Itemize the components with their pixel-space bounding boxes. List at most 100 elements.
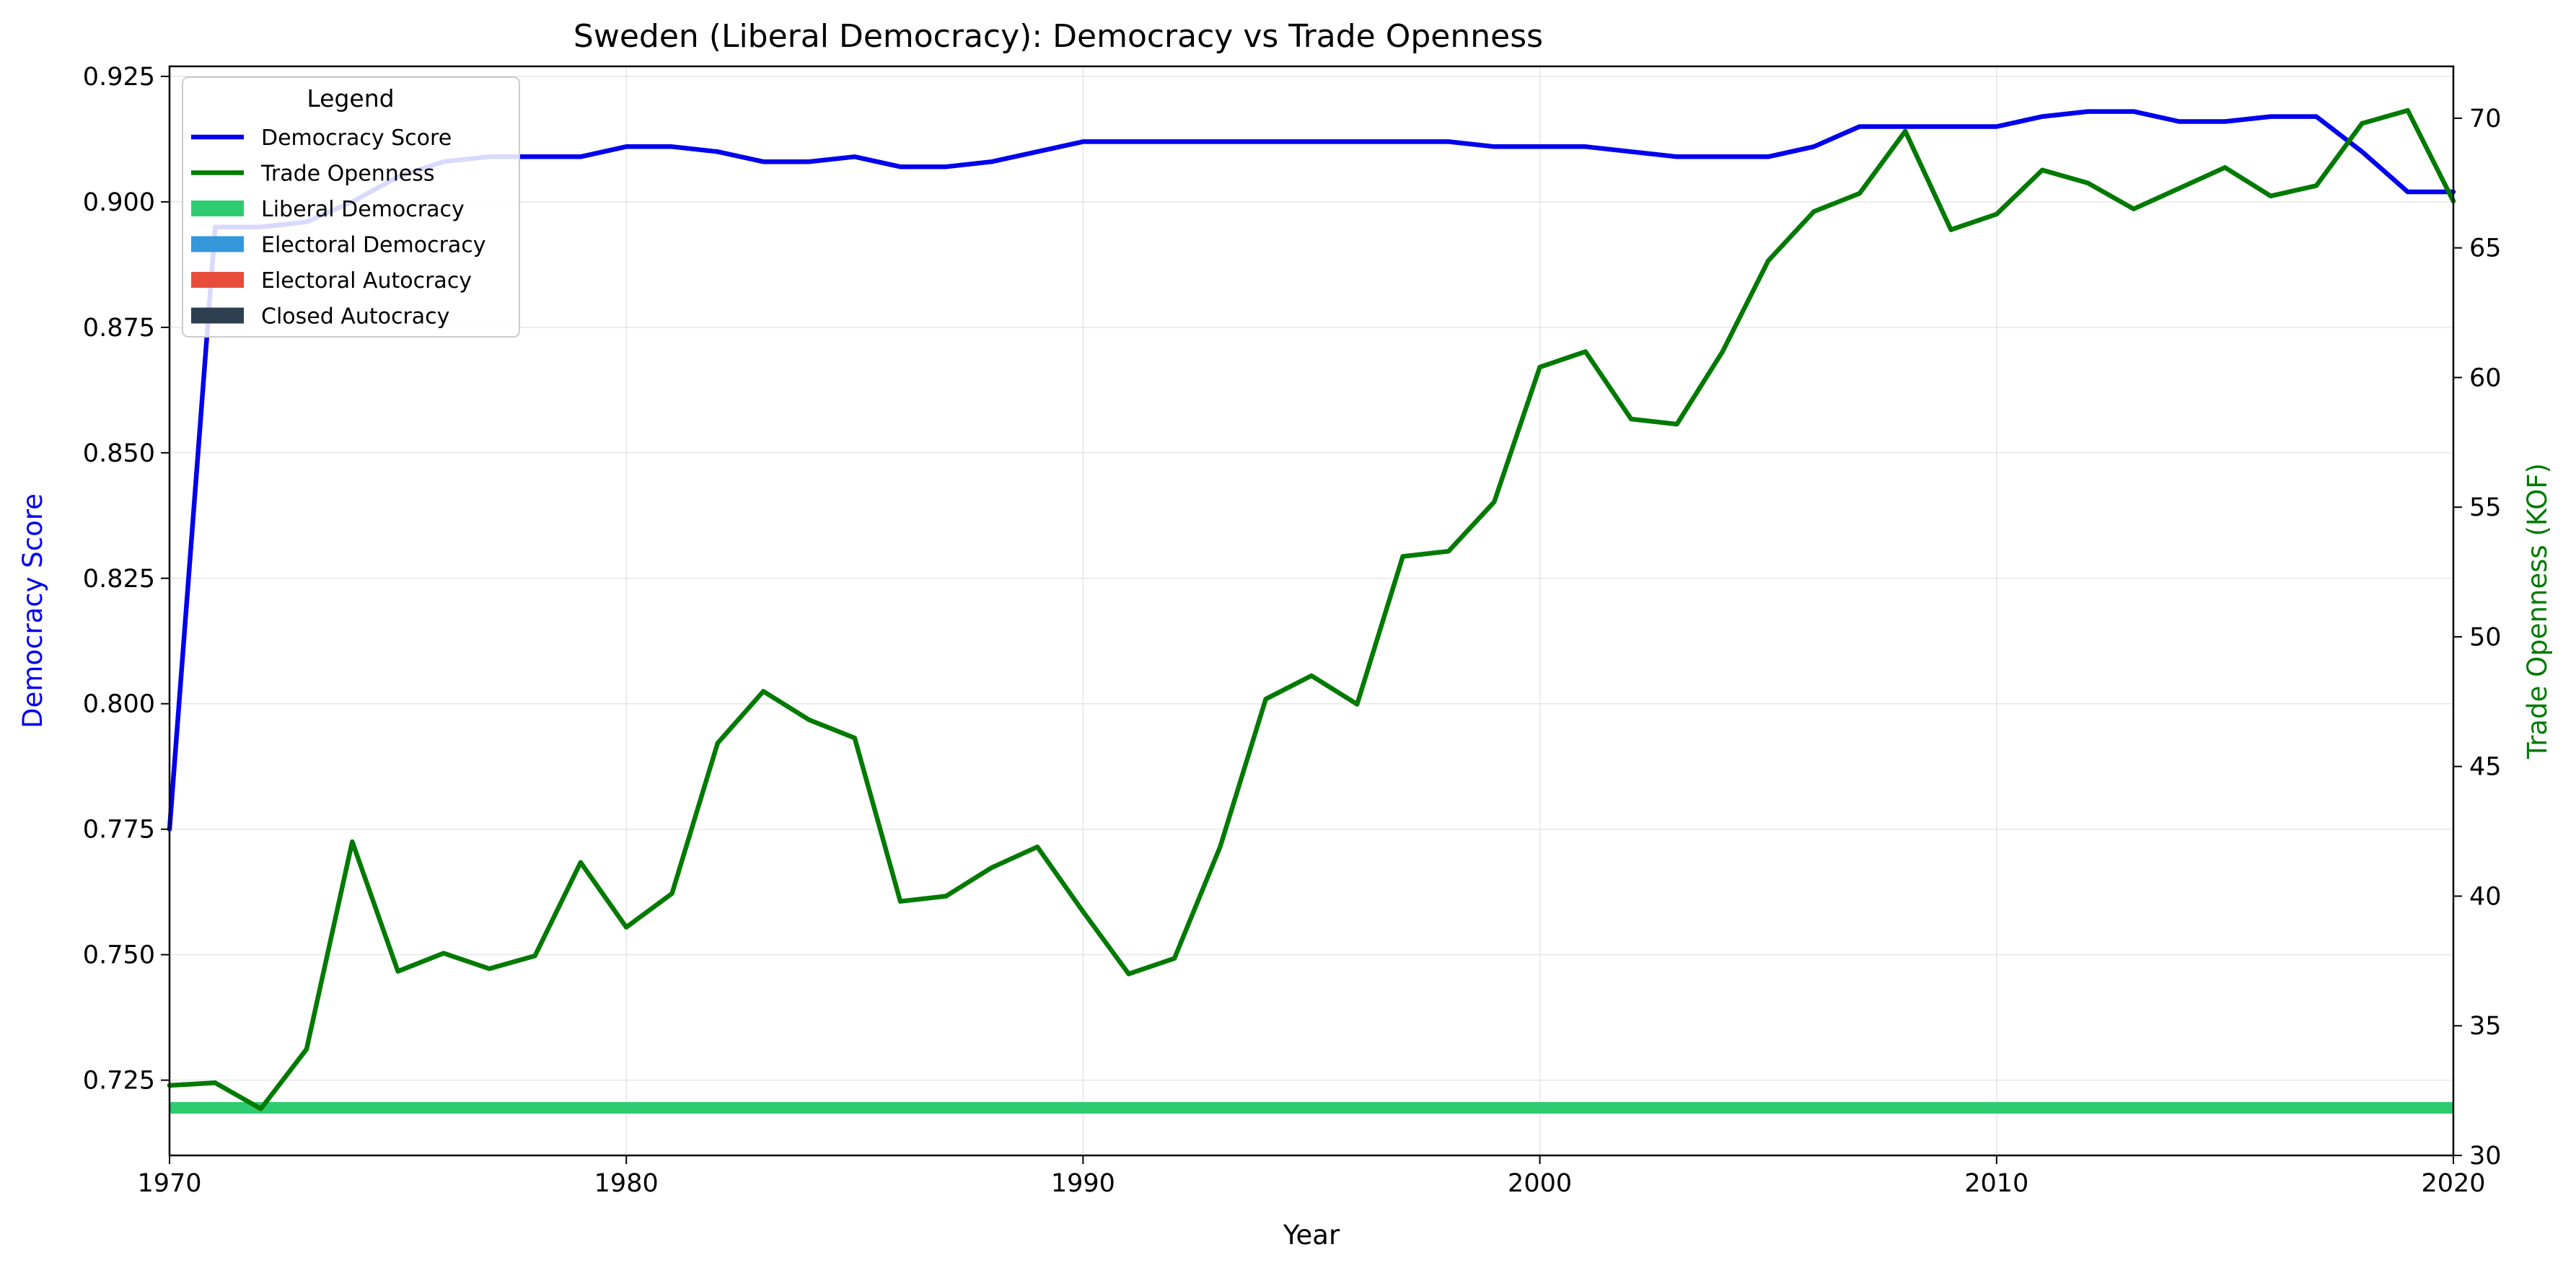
trade-openness-point <box>2223 165 2228 170</box>
trade-openness-point <box>2360 121 2365 126</box>
legend-label-trade-openness: Trade Openness <box>260 162 435 187</box>
democracy-score-point <box>578 154 583 159</box>
democracy-score-point <box>1081 139 1086 144</box>
democracy-score-point <box>2040 114 2045 119</box>
democracy-score-point <box>1035 149 1040 154</box>
legend-swatch-electoral-democracy <box>191 236 244 252</box>
y-axis-right: 30 35 40 45 50 55 60 65 70 <box>2453 105 2502 1171</box>
democracy-score-point <box>2177 119 2182 124</box>
democracy-score-point <box>1537 144 1542 149</box>
trade-openness-point <box>1720 349 1725 354</box>
democracy-score-point <box>1218 139 1223 144</box>
legend-label-electoral-democracy: Electoral Democracy <box>261 233 486 258</box>
trade-openness-point <box>487 966 492 972</box>
x-tick-label: 1980 <box>594 1169 659 1198</box>
democracy-score-point <box>1172 139 1177 144</box>
democracy-score-point <box>1446 139 1451 144</box>
legend-label-liberal-democracy: Liberal Democracy <box>261 197 465 222</box>
legend-swatch-closed-autocracy <box>191 307 244 324</box>
democracy-score-point <box>1309 139 1314 144</box>
trade-openness-point <box>1674 422 1679 427</box>
trade-openness-point <box>1629 417 1634 421</box>
democracy-score-point <box>2405 190 2410 194</box>
democracy-score-point <box>1948 124 1953 129</box>
trade-openness-point <box>1126 972 1131 977</box>
chart-title: Sweden (Liberal Democracy): Democracy vs… <box>573 18 1543 55</box>
legend-swatch-liberal-democracy <box>191 201 244 216</box>
trade-openness-point <box>1400 554 1405 559</box>
y2-tick-label: 50 <box>2469 623 2502 652</box>
trade-openness-point <box>624 925 629 930</box>
x-tick-label: 2010 <box>1964 1169 2028 1198</box>
y2-tick-label: 60 <box>2469 364 2502 392</box>
democracy-score-point <box>1720 154 1725 159</box>
democracy-score-point <box>806 159 812 164</box>
trade-openness-point <box>2131 206 2136 211</box>
legend-swatch-electoral-autocracy <box>191 272 244 288</box>
trade-openness-point <box>304 1047 309 1052</box>
trade-openness-point <box>532 953 537 959</box>
democracy-score-point <box>1629 149 1634 154</box>
democracy-score-point <box>1583 144 1588 149</box>
trade-openness-point <box>1172 956 1177 961</box>
trade-openness-point <box>715 741 720 746</box>
y-tick-label: 0.925 <box>83 63 155 92</box>
democracy-score-point <box>1994 124 1999 129</box>
democracy-score-point <box>989 159 994 164</box>
trade-openness-point <box>1492 500 1497 504</box>
y-tick-label: 0.900 <box>83 188 155 217</box>
democracy-score-point <box>715 149 720 154</box>
democracy-score-point <box>2314 114 2318 119</box>
trade-openness-point <box>2085 180 2091 185</box>
plot-frame <box>168 65 2455 1157</box>
democracy-score-point <box>2085 109 2091 114</box>
x-tick-label: 2020 <box>2421 1169 2485 1198</box>
trade-openness-point <box>1263 697 1268 702</box>
trade-openness-point <box>806 718 812 722</box>
y2-tick-label: 40 <box>2469 882 2502 911</box>
democracy-score-point <box>1811 144 1816 149</box>
y2-tick-label: 65 <box>2469 234 2502 263</box>
trade-openness-point <box>1583 349 1588 354</box>
democracy-score-point <box>669 144 674 149</box>
trade-openness-point <box>213 1080 218 1085</box>
y-tick-label: 0.825 <box>83 565 155 594</box>
trade-openness-point <box>1948 227 1953 232</box>
y-axis-title: Democracy Score <box>17 493 48 728</box>
trade-openness-point <box>1355 702 1360 707</box>
trade-openness-point <box>1035 845 1040 850</box>
trade-openness-point <box>1309 673 1314 678</box>
trade-openness-point <box>1857 191 1862 196</box>
x-tick-label: 1990 <box>1051 1169 1115 1198</box>
y2-tick-label: 45 <box>2469 753 2502 782</box>
legend: Legend Democracy Score Trade Openness Libe… <box>182 76 520 338</box>
democracy-score-point <box>1492 144 1497 149</box>
trade-openness-point <box>1446 549 1451 554</box>
democracy-score-point <box>1766 154 1771 159</box>
y2-tick-label: 70 <box>2469 105 2502 133</box>
legend-box <box>182 76 520 338</box>
trade-openness-point <box>669 891 674 896</box>
democracy-score-point <box>1903 124 1908 129</box>
trade-openness-point <box>1994 211 1999 216</box>
trade-openness-point <box>989 865 994 870</box>
trade-openness-point <box>1903 128 1908 133</box>
democracy-score-point <box>624 144 629 149</box>
democracy-score-point <box>852 154 857 159</box>
trade-openness-point <box>2177 186 2182 190</box>
democracy-score-point <box>1126 139 1131 144</box>
x-tick-label: 1970 <box>137 1169 201 1198</box>
trade-openness-point <box>1081 909 1086 914</box>
trade-openness-point <box>258 1106 263 1111</box>
legend-label-electoral-autocracy: Electoral Autocracy <box>261 268 472 294</box>
y2-axis-title: Trade Openness (KOF) <box>2522 463 2553 759</box>
legend-label-democracy-score: Democracy Score <box>261 125 452 151</box>
y-tick-label: 0.875 <box>83 314 155 343</box>
y-tick-label: 0.775 <box>83 816 155 845</box>
democracy-score-point <box>1674 154 1679 159</box>
trade-openness-point <box>2268 193 2273 198</box>
democracy-score-point <box>1355 139 1360 144</box>
democracy-score-point <box>2268 114 2273 119</box>
democracy-score-point <box>944 164 949 169</box>
